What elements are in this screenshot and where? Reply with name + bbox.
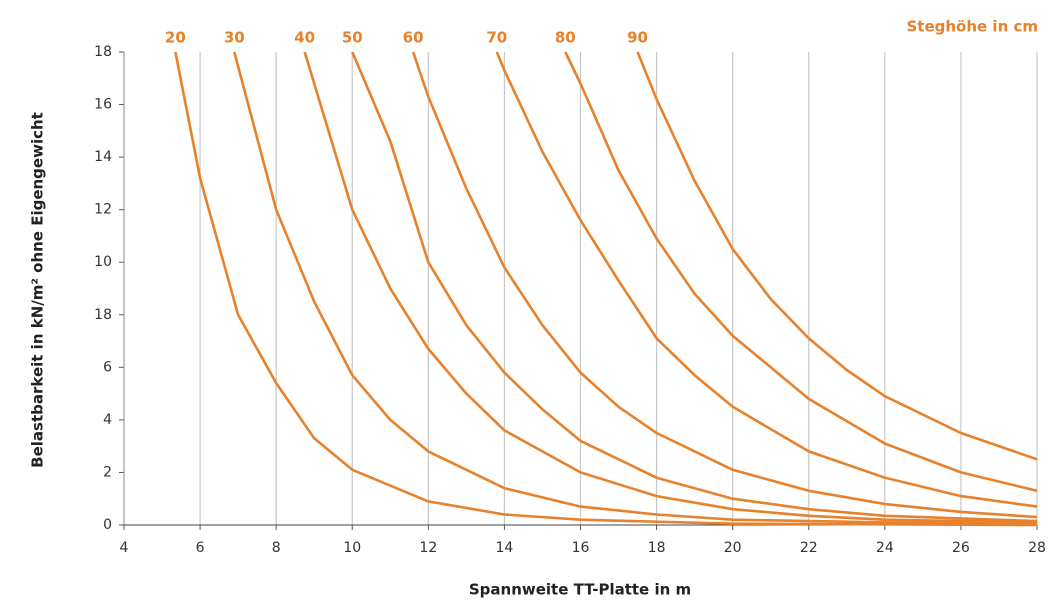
x-tick-label: 12 bbox=[419, 540, 437, 556]
y-tick-label: 0 bbox=[103, 517, 112, 533]
x-tick-label: 6 bbox=[196, 540, 205, 556]
curve bbox=[351, 51, 1038, 523]
series-label: 20 bbox=[165, 29, 186, 47]
series-label: 50 bbox=[342, 29, 363, 47]
curve bbox=[411, 51, 1038, 519]
x-axis-label: Spannweite TT-Platte in m bbox=[469, 581, 691, 599]
x-tick-label: 14 bbox=[496, 540, 514, 556]
y-tick-label: 18 bbox=[94, 307, 112, 323]
y-tick-label: 6 bbox=[103, 359, 112, 375]
series-label: 40 bbox=[294, 29, 315, 47]
y-axis-label: Belastbarkeit in kN/m² ohne Eigengewicht bbox=[29, 112, 47, 468]
curve bbox=[636, 51, 1038, 461]
series-label: 70 bbox=[486, 29, 507, 47]
x-tick-label: 26 bbox=[952, 540, 970, 556]
y-tick-label: 10 bbox=[94, 254, 112, 270]
y-tick-label: 2 bbox=[103, 464, 112, 480]
series-label: 30 bbox=[224, 29, 245, 47]
x-tick-label: 16 bbox=[572, 540, 590, 556]
curve bbox=[174, 51, 1038, 527]
curve bbox=[233, 51, 1038, 525]
x-tick-label: 24 bbox=[876, 540, 894, 556]
series-label: 90 bbox=[627, 29, 648, 47]
x-tick-label: 28 bbox=[1028, 540, 1046, 556]
curve bbox=[303, 51, 1038, 524]
curve bbox=[564, 51, 1038, 493]
y-tick-label: 18 bbox=[94, 44, 112, 60]
y-tick-label: 4 bbox=[103, 412, 112, 428]
x-tick-label: 4 bbox=[120, 540, 129, 556]
legend-title: Steghöhe in cm bbox=[906, 18, 1038, 36]
series-label: 80 bbox=[555, 29, 576, 47]
x-tick-label: 22 bbox=[800, 540, 818, 556]
x-tick-label: 8 bbox=[272, 540, 281, 556]
x-tick-label: 20 bbox=[724, 540, 742, 556]
x-tick-label: 18 bbox=[648, 540, 666, 556]
y-tick-label: 16 bbox=[94, 97, 112, 113]
x-tick-label: 10 bbox=[343, 540, 361, 556]
y-tick-label: 14 bbox=[94, 149, 112, 165]
y-tick-label: 12 bbox=[94, 202, 112, 218]
series-label: 60 bbox=[403, 29, 424, 47]
curve bbox=[495, 51, 1038, 508]
